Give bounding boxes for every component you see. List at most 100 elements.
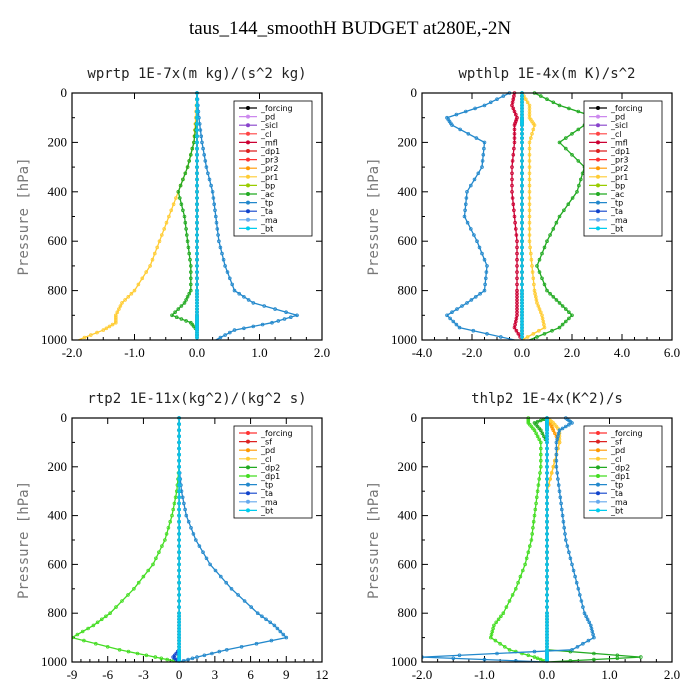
series-point-mfl xyxy=(512,127,517,132)
series-point-tp xyxy=(495,97,499,101)
series-point-ac xyxy=(570,132,574,136)
series-point-tp xyxy=(224,580,229,585)
series-point-pr1 xyxy=(174,196,178,200)
series-point-pr1 xyxy=(540,316,545,321)
plot-frame xyxy=(421,417,673,663)
series-point-pr1 xyxy=(529,136,533,140)
series-point-ac xyxy=(187,291,192,296)
series-point-ac xyxy=(188,257,192,262)
series-point-bt xyxy=(177,519,181,524)
legend-label: _dp1 xyxy=(260,472,280,481)
series-point-ac xyxy=(557,325,562,330)
series-point-ac xyxy=(564,319,568,324)
series-point-bt xyxy=(520,233,524,237)
series-point-bt xyxy=(520,127,524,132)
series-point-mfl xyxy=(510,100,515,105)
series-point-pr1 xyxy=(140,276,145,281)
series-point-tp xyxy=(273,307,277,311)
series-point-pr1 xyxy=(101,328,106,332)
panel-rtp2: rtp2 1E-11x(kg^2)/(kg^2 s) Pressure [hPa]… xyxy=(16,391,329,682)
legend-marker xyxy=(596,166,600,171)
series-point-bt xyxy=(545,605,549,609)
series-point-dp1 xyxy=(521,568,525,573)
series-point-tp xyxy=(218,335,223,340)
series-point-pr1 xyxy=(114,315,118,320)
series-point-mfl xyxy=(515,313,519,318)
series-point-ac xyxy=(189,282,193,287)
series-point-dp1 xyxy=(160,544,164,548)
series-point-mfl xyxy=(510,159,515,163)
series-point-dp1 xyxy=(528,544,532,548)
series-point-bt xyxy=(195,335,199,340)
series-point-bt xyxy=(545,519,549,524)
legend-label: _forcing xyxy=(610,104,643,113)
legend-marker xyxy=(246,431,250,435)
series-point-bt xyxy=(545,574,549,579)
legend-marker xyxy=(246,114,250,119)
series-point-tp xyxy=(242,599,247,603)
legend-marker xyxy=(246,149,250,153)
series-point-dp1 xyxy=(538,471,542,475)
series-point-tp xyxy=(213,208,217,213)
series-point-dp2 xyxy=(615,656,620,661)
series-point-ac xyxy=(192,134,197,138)
series-point-bt xyxy=(545,580,549,585)
series-point-tp xyxy=(284,635,289,640)
series-point-tp xyxy=(579,599,584,603)
series-point-mfl xyxy=(512,132,517,136)
series-point-bt xyxy=(177,556,181,561)
series-point-dp1 xyxy=(496,617,501,622)
series-point-ac xyxy=(182,301,187,305)
y-tick-label: 600 xyxy=(48,556,68,571)
legend-marker xyxy=(596,123,600,128)
series-point-ac xyxy=(184,298,188,302)
series-point-pr1 xyxy=(529,251,533,256)
legend-label: _ta xyxy=(260,489,273,498)
series-point-tp xyxy=(232,328,237,332)
series-point-ac xyxy=(550,328,554,333)
x-tick-label: 4.0 xyxy=(614,345,630,360)
series-point-pr1 xyxy=(537,307,542,311)
legend-marker xyxy=(596,448,600,453)
legend-label: _bp xyxy=(610,181,625,190)
series-point-pr1 xyxy=(530,132,534,136)
y-tick-label: 1000 xyxy=(391,654,417,669)
series-point-ac xyxy=(540,251,544,256)
series-point-bt xyxy=(545,507,549,512)
series-point-dp1 xyxy=(539,657,543,662)
series-point-pr1 xyxy=(114,317,118,321)
series-point-pr1 xyxy=(114,319,118,323)
series-point-ac xyxy=(170,313,174,318)
series-point-tp xyxy=(570,647,574,652)
series-point-bt xyxy=(177,507,181,512)
series-point-tp xyxy=(458,127,462,132)
series-point-tp xyxy=(198,128,203,132)
series-point-bt xyxy=(545,513,549,518)
series-point-tp xyxy=(262,304,267,308)
series-point-pd xyxy=(550,426,555,431)
y-tick-label: 200 xyxy=(48,134,68,149)
series-point-ac xyxy=(190,146,195,151)
series-point-dp2 xyxy=(592,657,596,662)
series-point-tp xyxy=(484,270,489,274)
series-point-tp xyxy=(469,227,473,231)
legend-marker xyxy=(596,174,600,179)
series-point-ac xyxy=(185,239,190,244)
legend-label: _forcing xyxy=(610,429,643,438)
series-point-bt xyxy=(195,177,199,182)
legend-marker xyxy=(596,491,600,496)
series-point-ac xyxy=(557,103,562,108)
series-point-pr1 xyxy=(129,291,134,296)
series-point-dp1 xyxy=(531,526,535,530)
series-point-pr1 xyxy=(132,288,137,293)
series-point-bt xyxy=(177,605,181,609)
series-point-tp xyxy=(454,112,459,117)
series-point-tp xyxy=(474,136,479,140)
series-point-bt xyxy=(520,196,524,200)
series-point-mfl xyxy=(515,282,519,287)
series-point-bt xyxy=(177,471,181,475)
legend-label: _tp xyxy=(260,481,273,490)
series-point-bt xyxy=(195,276,199,281)
series-point-bt xyxy=(195,183,199,188)
series-point-pr1 xyxy=(530,270,535,274)
